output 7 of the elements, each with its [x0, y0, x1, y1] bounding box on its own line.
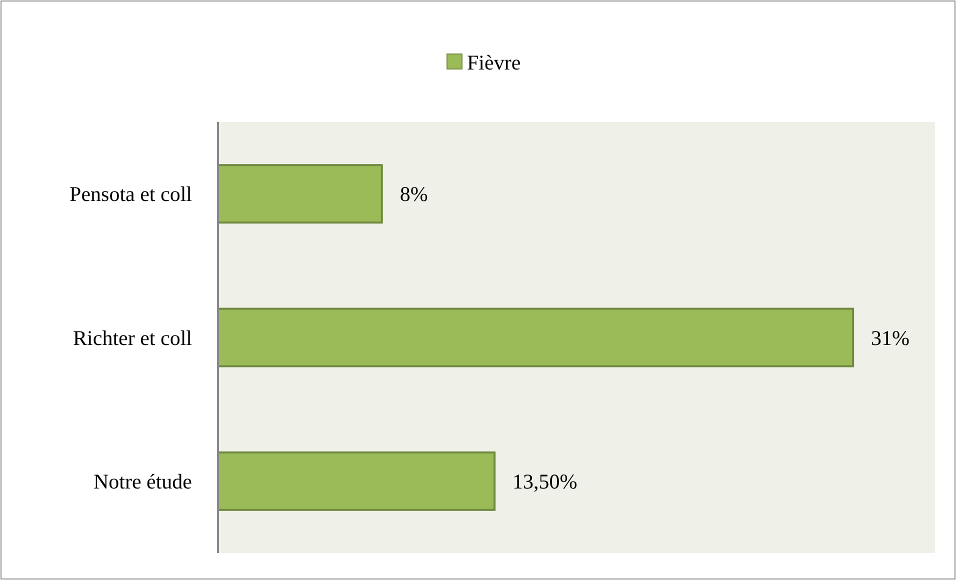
legend-label: Fièvre	[467, 50, 521, 74]
data-label: 13,50%	[512, 470, 578, 494]
y-tick-label: Richter et coll	[73, 326, 192, 350]
data-label: 8%	[400, 182, 428, 206]
data-label: 31%	[871, 326, 910, 350]
y-tick-label: Pensota et coll	[70, 182, 192, 206]
y-tick-label: Notre étude	[93, 470, 192, 494]
